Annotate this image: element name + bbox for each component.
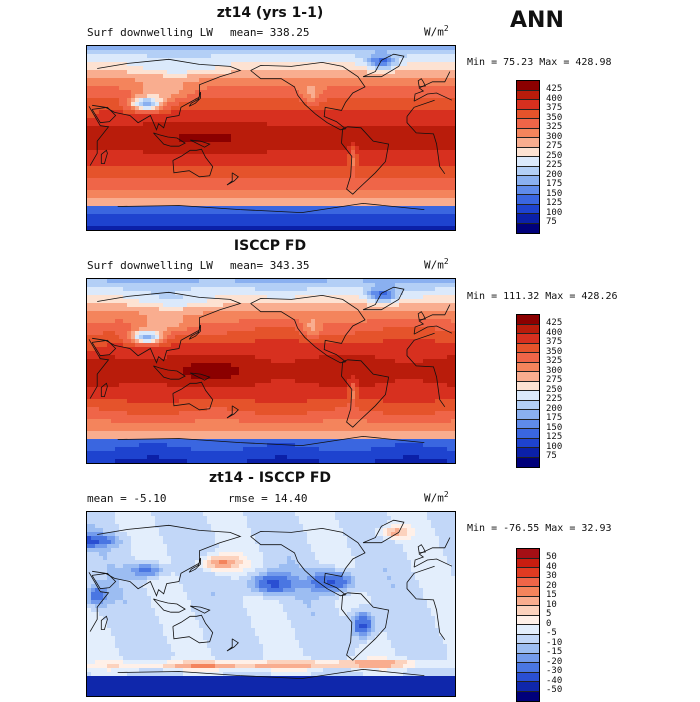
colorbar-swatch	[517, 363, 539, 373]
colorbar-swatch	[517, 682, 539, 692]
panel-1-mean: mean= 338.25	[230, 26, 309, 39]
panel-3-minmax: Min = -76.55 Max = 32.93	[467, 523, 612, 534]
colorbar-tick-label: 15	[546, 591, 557, 600]
colorbar-swatch	[517, 372, 539, 382]
panel-3-map	[86, 511, 456, 697]
colorbar-swatch	[517, 100, 539, 110]
colorbar-swatch	[517, 458, 539, 468]
panel-2-colorbar	[516, 314, 540, 468]
colorbar-swatch	[517, 148, 539, 158]
colorbar-swatch	[517, 119, 539, 129]
colorbar-tick-label: -5	[546, 629, 557, 638]
colorbar-swatch	[517, 549, 539, 559]
colorbar-tick-label: 175	[546, 414, 562, 423]
colorbar-swatch	[517, 439, 539, 449]
colorbar-swatch	[517, 344, 539, 354]
colorbar-swatch	[517, 353, 539, 363]
panel-1-variable: Surf downwelling LW	[87, 26, 213, 39]
colorbar-tick-label: 225	[546, 395, 562, 404]
colorbar-tick-label: 325	[546, 123, 562, 132]
colorbar-swatch	[517, 205, 539, 215]
colorbar-swatch	[517, 391, 539, 401]
colorbar-tick-label: 30	[546, 572, 557, 581]
colorbar-swatch	[517, 578, 539, 588]
colorbar-tick-label: -30	[546, 667, 562, 676]
colorbar-swatch	[517, 325, 539, 335]
panel-1-units: W/m2	[424, 24, 449, 39]
colorbar-tick-label: 50	[546, 553, 557, 562]
colorbar-tick-label: 225	[546, 161, 562, 170]
season-label: ANN	[510, 8, 564, 33]
colorbar-tick-label: 325	[546, 357, 562, 366]
colorbar-tick-label: 375	[546, 104, 562, 113]
panel-3-colorbar	[516, 548, 540, 702]
colorbar-swatch	[517, 644, 539, 654]
panel-1-colorbar	[516, 80, 540, 234]
colorbar-swatch	[517, 559, 539, 569]
colorbar-swatch	[517, 157, 539, 167]
colorbar-tick-label: 425	[546, 319, 562, 328]
panel-2-title: ISCCP FD	[170, 238, 370, 254]
panel-3-mean: mean = -5.10	[87, 492, 166, 505]
panel-2-units: W/m2	[424, 257, 449, 272]
colorbar-swatch	[517, 663, 539, 673]
colorbar-tick-label: -15	[546, 648, 562, 657]
panel-2-mean: mean= 343.35	[230, 259, 309, 272]
panel-1-title: zt14 (yrs 1-1)	[170, 5, 370, 21]
colorbar-swatch	[517, 186, 539, 196]
colorbar-tick-label: 275	[546, 376, 562, 385]
colorbar-swatch	[517, 568, 539, 578]
colorbar-tick-label: 5	[546, 610, 551, 619]
colorbar-tick-label: 75	[546, 452, 557, 461]
colorbar-swatch	[517, 606, 539, 616]
panel-2-minmax: Min = 111.32 Max = 428.26	[467, 291, 618, 302]
colorbar-tick-label: -50	[546, 686, 562, 695]
colorbar-swatch	[517, 110, 539, 120]
colorbar-swatch	[517, 129, 539, 139]
colorbar-swatch	[517, 625, 539, 635]
colorbar-swatch	[517, 635, 539, 645]
panel-3-rmse: rmse = 14.40	[228, 492, 307, 505]
colorbar-swatch	[517, 429, 539, 439]
colorbar-swatch	[517, 91, 539, 101]
colorbar-swatch	[517, 654, 539, 664]
colorbar-swatch	[517, 167, 539, 177]
colorbar-swatch	[517, 673, 539, 683]
panel-2-variable: Surf downwelling LW	[87, 259, 213, 272]
colorbar-tick-label: 75	[546, 218, 557, 227]
colorbar-swatch	[517, 224, 539, 234]
colorbar-tick-label: 375	[546, 338, 562, 347]
colorbar-tick-label: 175	[546, 180, 562, 189]
colorbar-tick-label: 275	[546, 142, 562, 151]
colorbar-swatch	[517, 315, 539, 325]
colorbar-swatch	[517, 616, 539, 626]
colorbar-tick-label: 125	[546, 433, 562, 442]
panel-1-minmax: Min = 75.23 Max = 428.98	[467, 57, 612, 68]
colorbar-swatch	[517, 195, 539, 205]
panel-3-units: W/m2	[424, 490, 449, 505]
colorbar-swatch	[517, 420, 539, 430]
colorbar-swatch	[517, 401, 539, 411]
colorbar-swatch	[517, 410, 539, 420]
colorbar-swatch	[517, 448, 539, 458]
colorbar-swatch	[517, 176, 539, 186]
colorbar-swatch	[517, 214, 539, 224]
colorbar-swatch	[517, 587, 539, 597]
colorbar-tick-label: 425	[546, 85, 562, 94]
panel-3-title: zt14 - ISCCP FD	[170, 470, 370, 486]
colorbar-swatch	[517, 597, 539, 607]
colorbar-swatch	[517, 138, 539, 148]
panel-2-map	[86, 278, 456, 464]
colorbar-tick-label: 125	[546, 199, 562, 208]
colorbar-swatch	[517, 382, 539, 392]
colorbar-swatch	[517, 81, 539, 91]
colorbar-swatch	[517, 334, 539, 344]
panel-1-map	[86, 45, 456, 231]
